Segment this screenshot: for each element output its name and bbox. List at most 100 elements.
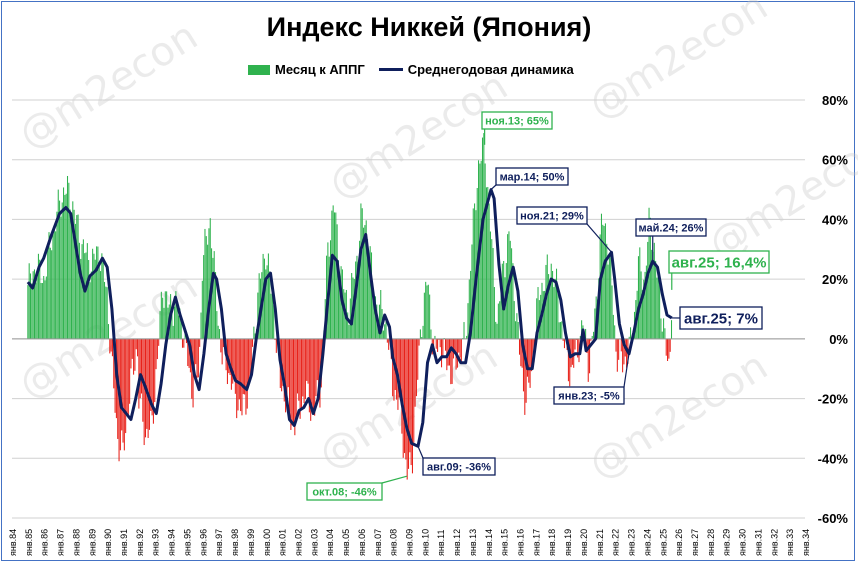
bar — [178, 315, 180, 339]
bar — [160, 291, 162, 339]
bar — [511, 248, 513, 339]
bar — [513, 301, 515, 339]
bar — [220, 338, 222, 353]
bar — [509, 240, 511, 339]
bar — [32, 271, 34, 339]
bar — [114, 338, 116, 413]
bar — [577, 338, 579, 358]
bar — [491, 239, 493, 339]
bar — [135, 338, 137, 350]
bar — [310, 338, 312, 421]
bar — [406, 338, 408, 480]
bar — [586, 338, 588, 353]
bar — [139, 338, 141, 399]
bar — [550, 263, 552, 339]
bar — [248, 338, 250, 382]
bar — [463, 322, 465, 339]
bar — [140, 338, 143, 394]
annotation-label: авг.09; -36% — [427, 461, 491, 473]
bar — [500, 289, 502, 339]
x-tick-label: янв.32 — [769, 529, 779, 556]
bar — [356, 255, 358, 339]
bar — [31, 283, 33, 339]
bar — [41, 283, 43, 339]
bar — [437, 338, 439, 352]
bar — [203, 255, 205, 339]
bar — [150, 338, 152, 411]
bar — [80, 258, 82, 339]
bar — [393, 338, 395, 401]
y-tick-label: 80% — [822, 93, 848, 108]
bar — [64, 194, 66, 339]
bar — [265, 269, 267, 339]
bar — [123, 338, 125, 451]
bar — [47, 246, 49, 339]
bar — [237, 338, 239, 411]
bar — [185, 338, 187, 344]
bar — [27, 285, 29, 339]
x-tick-label: янв.00 — [262, 529, 272, 556]
bar — [232, 338, 234, 384]
bar — [245, 338, 247, 415]
x-tick-label: янв.02 — [293, 529, 303, 556]
annotation-box — [481, 111, 553, 130]
bar — [158, 338, 160, 346]
bar — [589, 338, 591, 374]
bar — [530, 338, 532, 372]
bar — [548, 274, 550, 339]
bar — [366, 239, 369, 339]
x-tick-label: янв.11 — [436, 530, 446, 556]
bar — [33, 269, 35, 339]
bar — [579, 335, 581, 339]
bar — [59, 200, 61, 339]
bar — [370, 252, 373, 339]
bar — [107, 324, 110, 339]
bar — [563, 338, 565, 349]
x-tick-label: янв.17 — [531, 529, 541, 556]
annotation-label: ноя.21; 29% — [520, 210, 584, 222]
bar — [175, 291, 177, 339]
bar — [554, 278, 556, 339]
bar — [287, 338, 289, 388]
bar — [111, 338, 113, 357]
bar — [106, 287, 108, 339]
bar — [94, 259, 96, 339]
bar — [36, 276, 38, 339]
bar — [663, 318, 665, 339]
bar — [126, 338, 128, 416]
bar — [133, 338, 135, 375]
bar — [137, 338, 139, 357]
annotation-box — [679, 306, 763, 330]
bar — [68, 182, 70, 339]
bar — [315, 338, 317, 396]
bar — [60, 216, 62, 339]
x-tick-label: янв.96 — [198, 529, 208, 556]
bar — [163, 307, 165, 339]
bar — [590, 338, 592, 341]
bar — [496, 323, 498, 339]
bar — [422, 325, 424, 339]
bar — [300, 338, 302, 410]
bar — [97, 246, 99, 339]
bar — [553, 287, 555, 339]
bar — [359, 240, 361, 339]
legend-swatch-line — [378, 68, 403, 71]
bar — [103, 281, 106, 339]
bar — [450, 338, 452, 385]
bar — [425, 281, 427, 339]
bar — [290, 338, 292, 430]
bar — [656, 277, 658, 339]
bar — [156, 338, 158, 360]
bar — [529, 338, 531, 388]
bar — [44, 280, 46, 339]
x-tick-label: янв.10 — [420, 529, 430, 556]
bar — [155, 338, 157, 370]
bar — [146, 338, 148, 429]
bar — [357, 261, 359, 339]
bar — [63, 187, 65, 339]
annotation-label: мар.14; 50% — [500, 171, 565, 183]
bar — [258, 273, 260, 339]
bar — [213, 251, 215, 339]
bar — [574, 338, 576, 350]
